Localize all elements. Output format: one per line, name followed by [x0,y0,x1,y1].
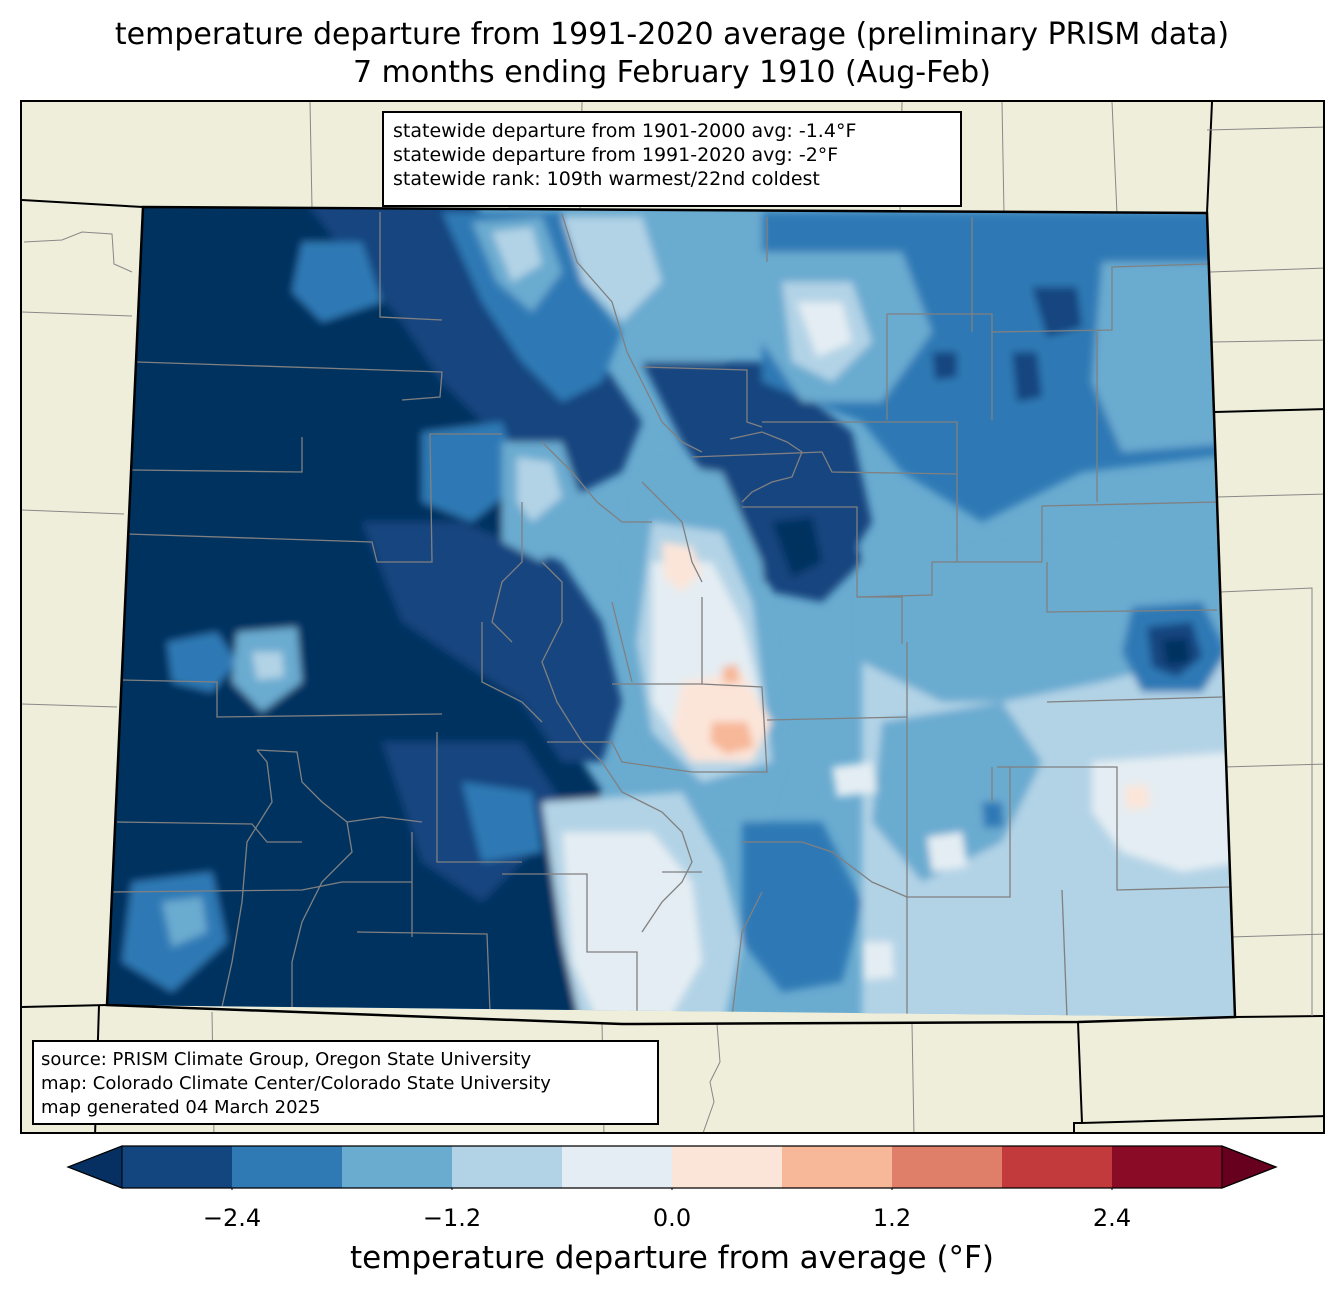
colorbar-segment [452,1146,563,1188]
source-credits-box: source: PRISM Climate Group, Oregon Stat… [32,1040,659,1125]
colorbar [66,1145,1278,1190]
colorbar-outline [66,1145,1278,1189]
colorbar-segment [342,1146,453,1188]
colorbar-tick-label: −2.4 [202,1204,262,1232]
temperature-contour-field [107,207,1235,1017]
colorbar-tick-label: 2.4 [1092,1204,1132,1232]
colorbar-under-arrow [66,1145,123,1189]
colorbar-tick-label: 0.0 [652,1204,692,1232]
colorbar-segment [892,1146,1003,1188]
colorado-border [105,205,1237,1026]
colorbar-segments [122,1146,1223,1188]
stats-rank: statewide rank: 109th warmest/22nd colde… [393,168,820,190]
neighbor-state-borders [22,102,1323,1132]
colorbar-segment [562,1146,673,1188]
map-title-line2: 7 months ending February 1910 (Aug-Feb) [353,55,991,90]
stats-departure-1991-2020: statewide departure from 1991-2020 avg: … [393,144,839,166]
generated-date-line: map generated 04 March 2025 [41,1097,321,1118]
colorbar-tick-label: −1.2 [422,1204,482,1232]
stats-departure-1901-2000: statewide departure from 1901-2000 avg: … [393,120,857,142]
colorbar-segment [1002,1146,1113,1188]
colorbar-label: temperature departure from average (°F) [350,1240,994,1276]
colorbar-tick-label: 1.2 [872,1204,912,1232]
county-lines [111,212,1233,1017]
colorbar-segment [1112,1146,1223,1188]
map-canvas [22,102,1323,1132]
statewide-stats-box: statewide departure from 1901-2000 avg: … [382,111,962,207]
map-panel [20,100,1325,1134]
colorbar-segment [232,1146,343,1188]
map-credit-line: map: Colorado Climate Center/Colorado St… [41,1073,551,1094]
colorbar-segment [782,1146,893,1188]
colorbar-over-arrow [1221,1145,1278,1189]
colorbar-segment [122,1146,233,1188]
map-title-line1: temperature departure from 1991-2020 ave… [114,17,1230,52]
source-line: source: PRISM Climate Group, Oregon Stat… [41,1049,532,1070]
colorbar-segment [672,1146,783,1188]
